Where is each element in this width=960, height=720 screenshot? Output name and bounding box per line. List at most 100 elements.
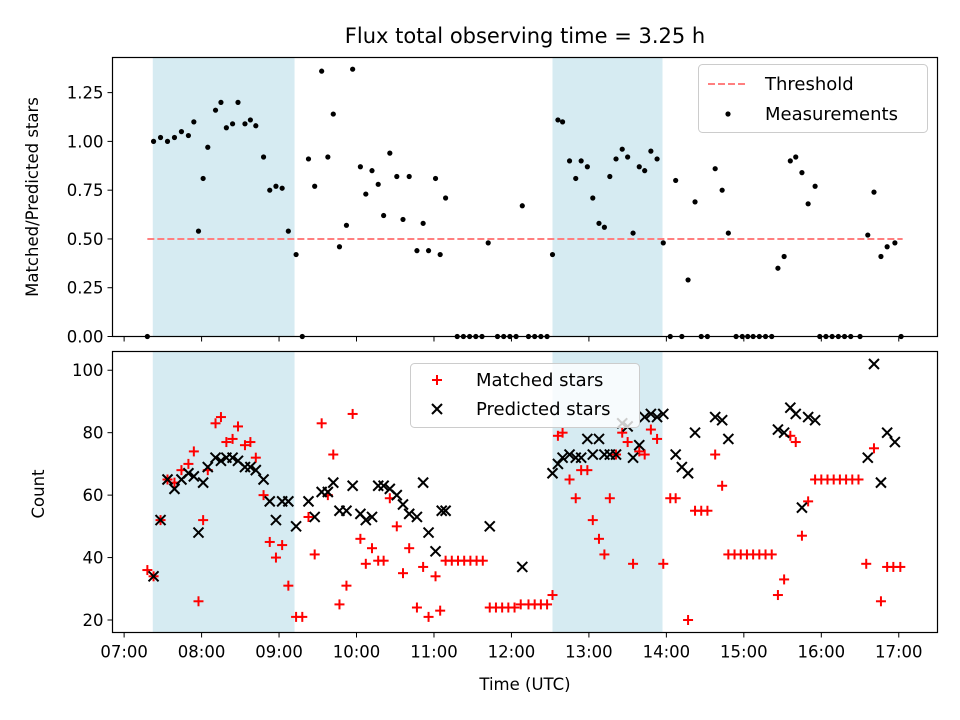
matched-star-point — [283, 580, 294, 591]
predicted-star-point — [250, 464, 262, 476]
predicted-star-point — [772, 423, 784, 436]
measurement-point — [369, 168, 375, 174]
bottom-y-axis: 20 40 60 80 100 — [72, 361, 113, 630]
measurement-point — [519, 203, 525, 209]
matched-star-point — [587, 515, 598, 526]
measurement-point — [654, 156, 660, 162]
measurement-point — [642, 168, 648, 174]
measurement-point — [619, 146, 625, 152]
bottom-x-tick-label: 14:00 — [643, 643, 691, 662]
measurement-point — [212, 107, 219, 113]
predicted-star-point — [202, 461, 214, 473]
matched-star-point — [710, 449, 721, 460]
top-shaded-region — [552, 57, 663, 337]
predicted-star-point — [484, 520, 496, 533]
matched-star-point — [142, 565, 153, 576]
matched-star-point — [397, 568, 408, 579]
legend-threshold-label: Threshold — [764, 74, 854, 95]
measurement-point — [712, 166, 718, 172]
matched-star-point — [316, 418, 327, 429]
matched-star-point — [634, 446, 645, 457]
matched-star-point — [564, 474, 575, 485]
measurement-point — [381, 212, 387, 219]
measurement-point — [171, 134, 178, 141]
matched-star-point — [198, 515, 209, 526]
measurement-point — [625, 154, 631, 160]
top-y-axis-label: Matched/Predicted stars — [23, 97, 42, 297]
measurement-point — [394, 173, 400, 180]
predicted-star-point — [372, 480, 384, 492]
measurement-point — [242, 121, 248, 127]
matched-star-point — [593, 533, 604, 544]
predicted-star-point — [192, 526, 205, 539]
matched-star-point — [245, 437, 256, 448]
top-shaded-region — [152, 57, 295, 337]
predicted-star-point — [282, 495, 295, 508]
predicted-star-point — [581, 433, 594, 445]
measurement-point — [878, 253, 884, 260]
legend-measurements-label: Measurements — [765, 104, 898, 125]
measurement-point — [293, 251, 299, 258]
matched-star-point — [360, 558, 371, 569]
predicted-star-point — [360, 514, 372, 526]
matched-star-point — [542, 599, 553, 610]
predicted-star-point — [322, 486, 334, 498]
matched-star-point — [557, 427, 568, 438]
matched-star-point — [622, 437, 633, 448]
predicted-star-point — [403, 508, 415, 520]
predicted-star-point — [563, 448, 576, 461]
predicted-star-point — [657, 408, 669, 420]
bottom-x-axis: 07:00 08:00 09:00 10:00 11:00 12:00 13:00 14:00… — [100, 632, 923, 662]
matched-star-point — [277, 540, 288, 551]
chart-title: Flux total observing time = 3.25 h — [345, 24, 705, 48]
matched-star-point — [334, 599, 345, 610]
measurement-point — [312, 183, 318, 189]
predicted-star-point — [778, 426, 790, 439]
predicted-star-point — [638, 411, 651, 423]
predicted-star-point — [556, 451, 569, 464]
matched-star-point — [328, 449, 339, 460]
measurement-point — [590, 195, 596, 201]
top-shaded-regions — [152, 57, 663, 337]
predicted-star-point — [796, 501, 808, 514]
measurement-point — [884, 244, 890, 250]
measurement-point — [865, 232, 871, 238]
predicted-star-point — [197, 476, 209, 489]
matched-star-point — [772, 590, 783, 601]
matched-star-point — [803, 496, 814, 507]
matched-star-point — [766, 549, 777, 560]
measurement-point — [350, 66, 356, 72]
predicted-star-point — [429, 545, 442, 558]
bottom-x-tick-label: 13:00 — [565, 643, 613, 662]
bottom-y-tick-label: 20 — [83, 611, 104, 630]
bottom-legend-box — [410, 363, 640, 428]
predicted-stars-series — [147, 358, 901, 583]
measurement-point — [375, 181, 381, 187]
predicted-star-point — [689, 426, 701, 439]
predicted-star-point — [722, 433, 735, 445]
measurement-point — [235, 99, 241, 105]
predicted-star-point — [546, 467, 559, 479]
measurement-point — [205, 144, 211, 150]
measurement-point — [584, 164, 590, 170]
predicted-star-point — [645, 408, 657, 420]
matched-star-point — [639, 449, 650, 460]
matched-star-point — [221, 437, 232, 448]
matched-star-point — [790, 437, 801, 448]
predicted-star-point — [257, 473, 270, 486]
measurement-point — [892, 240, 898, 246]
matched-star-point — [215, 412, 226, 423]
measurement-point — [437, 251, 443, 258]
matched-star-point — [193, 596, 204, 607]
measurement-point — [799, 170, 805, 176]
measurement-point — [305, 156, 312, 162]
measurement-point — [253, 123, 259, 129]
measurement-point — [319, 68, 325, 74]
predicted-star-point — [802, 411, 814, 423]
measurement-point — [267, 187, 273, 193]
matched-star-point — [604, 493, 615, 504]
matched-star-point — [702, 505, 713, 516]
predicted-star-point — [868, 358, 880, 370]
matched-star-point — [717, 480, 728, 491]
measurement-point — [178, 129, 185, 135]
